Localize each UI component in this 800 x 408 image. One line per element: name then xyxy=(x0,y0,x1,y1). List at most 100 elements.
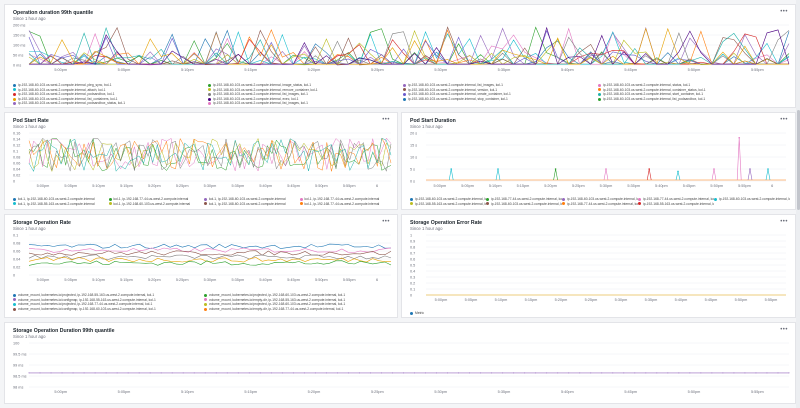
legend-label: ip-192-168-60-103.us-west-2.compute.inte… xyxy=(719,197,790,201)
legend-item[interactable]: ip-192-168-77-44.us-west-2.compute.inter… xyxy=(638,197,714,202)
panel-menu-button[interactable]: ••• xyxy=(780,219,788,225)
legend-item[interactable]: ip-192-168-60-103.us-west-2.compute.inte… xyxy=(403,97,598,102)
legend-swatch xyxy=(13,307,16,311)
legend-item[interactable]: ip-192-168-60-103.us-west-2.compute.inte… xyxy=(208,92,403,97)
storage-error-rate-chart[interactable]: 1 0.9 0.8 0.7 0.6 0.5 0.4 0.3 0.2 0.1 0 5:00pm 5:05p… xyxy=(410,233,790,307)
panel-title: Operation duration 99th quantile xyxy=(13,10,94,16)
scrollbar-thumb[interactable] xyxy=(797,110,800,210)
legend-item[interactable]: volume_mount, kubernetes.io/projected, i… xyxy=(13,302,204,307)
legend-item[interactable]: ip-192-168-60-103.us-west-2.compute.inte… xyxy=(13,83,208,88)
legend-swatch xyxy=(208,92,211,96)
y-tick-label: 0.2 xyxy=(410,281,415,285)
legend-swatch xyxy=(13,298,16,302)
y-tick-label: 0.04 xyxy=(13,167,20,171)
legend-item[interactable]: ip-192-168-60-103.us-west-2.compute.inte… xyxy=(208,88,403,93)
legend-swatch xyxy=(13,88,16,92)
panel-menu-button[interactable]: ••• xyxy=(780,9,788,15)
legend-item[interactable]: ip-192-168-77-44.us-west-2.compute.inter… xyxy=(562,202,638,207)
x-tick-label: 5:55pm xyxy=(343,184,356,188)
legend-item[interactable]: ip-192-168-55-163.us-west-2.compute.inte… xyxy=(410,202,486,207)
y-tick-label: 0.16 xyxy=(13,131,20,135)
x-tick-label: 5:00pm xyxy=(54,68,67,72)
legend-item[interactable]: kol-1, ip-192-168-60-103.us-west-2.compu… xyxy=(204,202,300,207)
legend-label: ip-192-168-55-163.us-west-2.compute.inte… xyxy=(643,201,714,206)
y-tick-label: 100 ms xyxy=(13,43,26,47)
legend-item[interactable]: volume_mount, kubernetes.io/empty-dir, i… xyxy=(204,298,395,303)
legend-item[interactable]: volume_mount, kubernetes.io/configmap, i… xyxy=(13,298,204,303)
legend-item[interactable]: ip-192-168-60-103.us-west-2.compute.inte… xyxy=(403,88,598,93)
legend-item[interactable]: kol-1, ip-192-168-77-44.us-west-2.comput… xyxy=(108,197,205,202)
legend-item[interactable]: kol-1, ip-192-168-77-44.us-west-2.comput… xyxy=(299,197,396,202)
panel-menu-button[interactable]: ••• xyxy=(780,117,788,123)
legend-item[interactable]: volume_mount, kubernetes.io/projected, i… xyxy=(204,293,395,298)
x-tick-label: 5:50pm xyxy=(688,68,701,72)
x-tick-label: 5:25pm xyxy=(176,184,189,188)
legend-label: Metric xyxy=(415,311,424,315)
legend-item[interactable]: ip-192-168-60-103.us-west-2.compute.inte… xyxy=(714,197,790,202)
x-tick-label: 5:00pm xyxy=(37,278,50,282)
x-tick-label: 5:35pm xyxy=(498,68,511,72)
x-tick-label: 5:40pm xyxy=(655,184,668,188)
data-point xyxy=(579,372,581,374)
legend-item[interactable]: kol-1, ip-192-168-60-103.us-west-2.compu… xyxy=(13,197,109,202)
legend-item[interactable]: ip-192-168-60-103.us-west-2.compute.inte… xyxy=(208,83,403,88)
x-tick-label: 5:40pm xyxy=(561,68,574,72)
legend-item[interactable]: ip-192-168-60-103.us-west-2.compute.inte… xyxy=(598,88,793,93)
data-point xyxy=(50,372,52,374)
legend-label: kol-1, ip-192-168-60-103.us-west-2.compu… xyxy=(113,201,191,206)
legend-swatch xyxy=(204,293,207,297)
x-tick-label: 5:40pm xyxy=(259,184,272,188)
x-tick-label: 5:35pm xyxy=(232,278,245,282)
legend-item[interactable]: ip-192-168-60-103.us-west-2.compute.inte… xyxy=(403,92,598,97)
data-point xyxy=(722,372,724,374)
pod-start-rate-chart[interactable]: 0.16 0.14 0.12 0.1 0.08 0.06 0.04 0.02 0 5:00pm 5:… xyxy=(13,131,395,193)
legend-item[interactable]: ip-192-168-60-103.us-west-2.compute.inte… xyxy=(403,83,598,88)
panel-menu-button[interactable]: ••• xyxy=(382,117,390,123)
x-tick-label: 5:25pm xyxy=(176,278,189,282)
legend-item[interactable]: ip-192-168-60-103.us-west-2.compute.inte… xyxy=(486,202,562,207)
legend-label: ip-192-168-60-103.us-west-2.compute.inte… xyxy=(18,87,106,92)
legend-item[interactable]: volume_mount, kubernetes.io/empty-dir, i… xyxy=(204,307,395,312)
legend-item[interactable]: ip-192-168-77-44.us-west-2.compute.inter… xyxy=(486,197,562,202)
panel-operation-duration: Operation duration 99th quantile Since 1… xyxy=(4,4,796,108)
legend-swatch xyxy=(410,311,413,315)
legend-item[interactable]: ip-192-168-60-103.us-west-2.compute.inte… xyxy=(410,197,486,202)
legend-item[interactable]: volume_mount, kubernetes.io/configmap, i… xyxy=(13,307,204,312)
legend-item[interactable]: Metric xyxy=(410,311,790,316)
legend-item[interactable]: ip-192-168-60-103.us-west-2.compute.inte… xyxy=(598,97,793,102)
page-scrollbar[interactable] xyxy=(796,0,800,408)
x-tick-label: 5:55pm xyxy=(751,390,764,394)
legend-item[interactable]: ip-192-168-60-103.us-west-2.compute.inte… xyxy=(598,92,793,97)
legend-item[interactable]: kol-1, ip-192-168-60-103.us-west-2.compu… xyxy=(108,201,205,207)
legend-label: kol-1, ip-192-168-77-44.us-west-2.comput… xyxy=(304,197,380,201)
x-tick-label: 5:45pm xyxy=(624,68,637,72)
legend-swatch xyxy=(13,97,16,101)
panel-menu-button[interactable]: ••• xyxy=(382,219,390,225)
storage-operation-rate-chart[interactable]: 0.1 0.08 0.06 0.04 0.02 0 5:00pm 5:05pm 5:10pm 5:… xyxy=(13,233,395,287)
legend-swatch xyxy=(13,83,16,87)
operation-duration-chart[interactable]: 200 ms 150 ms 100 ms 50 ms 0 ms 5:00pm 5:05pm 5… xyxy=(13,23,793,77)
panel-menu-button[interactable]: ••• xyxy=(780,327,788,333)
legend-item[interactable]: kol-1, ip-192-168-60-103.us-west-2.compu… xyxy=(204,197,300,202)
pod-start-duration-chart[interactable]: 20 s 15 s 10 s 5 s 0 s 5:00pm 5:05pm 5:10pm 5:15… xyxy=(410,131,790,193)
legend-label: kol-1, ip-192-168-77-44.us-west-2.comput… xyxy=(304,201,380,206)
legend-item[interactable]: ip-192-168-60-103.us-west-2.compute.inte… xyxy=(13,92,208,97)
legend-item[interactable]: ip-192-168-60-103.us-west-2.compute.inte… xyxy=(13,97,208,102)
legend-item[interactable]: ip-192-168-55-163.us-west-2.compute.inte… xyxy=(638,202,714,207)
x-tick-label: 5:25pm xyxy=(371,390,384,394)
legend-item[interactable]: volume_mount, kubernetes.io/projected, i… xyxy=(204,302,395,307)
legend-item[interactable]: ip-192-168-60-103.us-west-2.compute.inte… xyxy=(562,197,638,202)
legend-item[interactable]: kol-1, ip-192-168-55-163.us-west-2.compu… xyxy=(13,202,109,207)
operation-duration-legend: ip-192-168-60-103.us-west-2.compute.inte… xyxy=(13,83,793,106)
legend-item[interactable]: ip-192-168-60-103.us-west-2.compute.inte… xyxy=(208,101,403,106)
storage-operation-duration-chart[interactable]: 100 99.5 ms 99 ms 98.5 ms 98 ms 5:00pm 5:05pm 5… xyxy=(13,341,793,397)
legend-item[interactable]: ip-192-168-60-103.us-west-2.compute.inte… xyxy=(13,101,208,106)
panel-title: Storage Operation Rate xyxy=(13,220,71,226)
legend-item[interactable]: ip-192-168-60-103.us-west-2.compute.inte… xyxy=(13,88,208,93)
legend-item[interactable]: ip-192-168-60-103.us-west-2.compute.inte… xyxy=(208,97,403,102)
legend-item[interactable]: kol-1, ip-192-168-77-44.us-west-2.comput… xyxy=(299,201,396,207)
y-tick-label: 15 s xyxy=(410,143,417,147)
legend-swatch xyxy=(208,102,211,106)
legend-item[interactable]: volume_mount, kubernetes.io/projected, i… xyxy=(13,293,204,298)
legend-item[interactable]: ip-192-168-60-103.us-west-2.compute.inte… xyxy=(598,83,793,88)
